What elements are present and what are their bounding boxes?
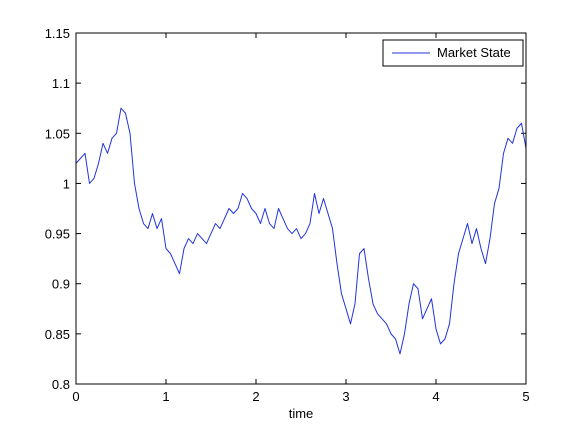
plot-area bbox=[76, 33, 526, 384]
series-layer bbox=[75, 107, 527, 355]
legend: Market State bbox=[382, 39, 524, 67]
legend-entry-label: Market State bbox=[437, 45, 511, 60]
y-tick-label: 1.1 bbox=[52, 76, 70, 91]
y-tick-label: 1.05 bbox=[45, 126, 70, 141]
y-tick-label: 0.85 bbox=[45, 327, 70, 342]
x-tick-label: 0 bbox=[72, 389, 79, 404]
y-tick-label: 0.9 bbox=[52, 277, 70, 292]
y-axis-ticks: 0.8 0.85 0.9 0.95 1 1.05 1.1 1.15 bbox=[45, 26, 526, 392]
x-tick-label: 3 bbox=[342, 389, 349, 404]
x-tick-label: 4 bbox=[432, 389, 439, 404]
x-tick-label: 2 bbox=[252, 389, 259, 404]
x-axis-label: time bbox=[289, 406, 314, 421]
x-tick-label: 1 bbox=[162, 389, 169, 404]
y-tick-label: 0.8 bbox=[52, 377, 70, 392]
series-line-market-state bbox=[75, 107, 527, 355]
y-tick-label: 0.95 bbox=[45, 227, 70, 242]
x-tick-label: 5 bbox=[522, 389, 529, 404]
plot-frame bbox=[75, 32, 527, 385]
y-tick-label: 1 bbox=[63, 176, 70, 191]
y-tick-label: 1.15 bbox=[45, 26, 70, 41]
